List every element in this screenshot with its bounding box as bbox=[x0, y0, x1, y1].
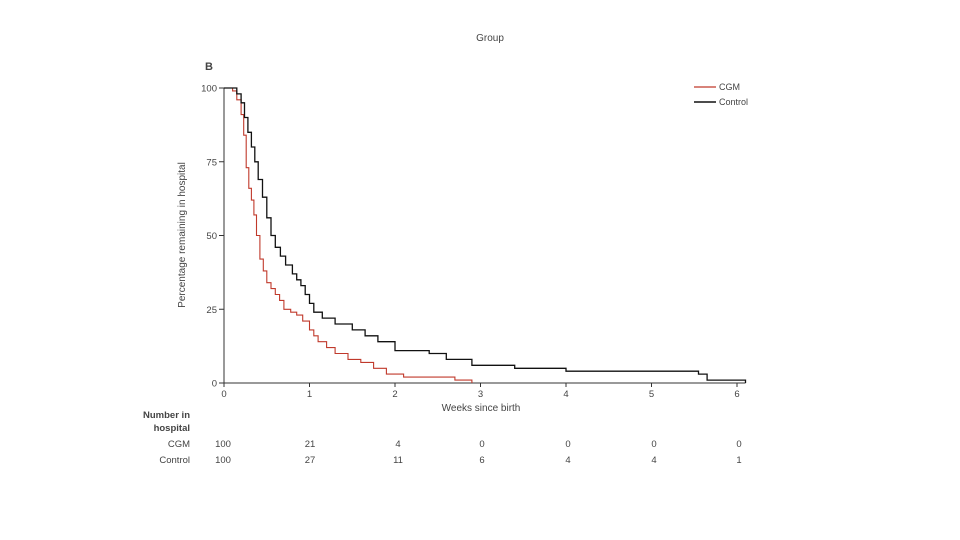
x-tick-label: 0 bbox=[221, 389, 226, 400]
risk-cell: 4 bbox=[651, 455, 656, 466]
x-tick-label: 1 bbox=[307, 389, 312, 400]
panel-label: B bbox=[205, 61, 213, 73]
risk-cell: 0 bbox=[736, 439, 741, 450]
risk-table-heading-1: Number in bbox=[143, 410, 190, 421]
risk-cell: 27 bbox=[305, 455, 316, 466]
legend: CGM Control bbox=[694, 82, 748, 107]
risk-table: Number in hospital CGM 100 21 4 0 0 0 0 Control 1… bbox=[143, 410, 742, 466]
x-tick-label: 3 bbox=[478, 389, 483, 400]
tick-group: 0 1 2 3 4 5 6 0 25 50 75 100 bbox=[201, 84, 740, 401]
risk-table-rows: CGM 100 21 4 0 0 0 0 Control 100 27 11 6 4 4 1 bbox=[159, 439, 741, 466]
risk-row-label: Control bbox=[159, 455, 190, 466]
legend-cgm-label: CGM bbox=[719, 82, 740, 92]
risk-cell: 0 bbox=[479, 439, 484, 450]
series-line-control bbox=[224, 87, 747, 383]
risk-cell: 11 bbox=[393, 455, 403, 466]
x-tick-label: 2 bbox=[392, 389, 397, 400]
risk-row-label: CGM bbox=[168, 439, 190, 450]
x-tick-label: 4 bbox=[563, 389, 568, 400]
risk-cell: 0 bbox=[651, 439, 656, 450]
risk-table-heading-2: hospital bbox=[154, 423, 190, 434]
axes bbox=[223, 88, 746, 384]
risk-cell: 6 bbox=[479, 455, 484, 466]
risk-cell: 4 bbox=[395, 439, 400, 450]
risk-cell: 100 bbox=[215, 455, 231, 466]
x-tick-label: 5 bbox=[649, 389, 654, 400]
y-tick-label: 0 bbox=[212, 379, 217, 390]
series-lines bbox=[224, 87, 747, 383]
y-tick-label: 75 bbox=[206, 157, 217, 168]
risk-cell: 0 bbox=[565, 439, 570, 450]
risk-cell: 4 bbox=[565, 455, 570, 466]
risk-cell: 100 bbox=[215, 439, 231, 450]
risk-cell: 1 bbox=[736, 455, 741, 466]
legend-control-label: Control bbox=[719, 97, 748, 107]
y-tick-label: 50 bbox=[206, 231, 217, 242]
x-axis-label: Weeks since birth bbox=[442, 403, 521, 414]
series-line-cgm bbox=[224, 87, 473, 383]
y-tick-label: 100 bbox=[201, 84, 217, 95]
x-tick-label: 6 bbox=[734, 389, 739, 400]
y-axis-label: Percentage remaining in hospital bbox=[177, 162, 188, 308]
y-tick-label: 25 bbox=[206, 305, 217, 316]
risk-cell: 21 bbox=[305, 439, 316, 450]
group-label: Group bbox=[476, 33, 504, 44]
